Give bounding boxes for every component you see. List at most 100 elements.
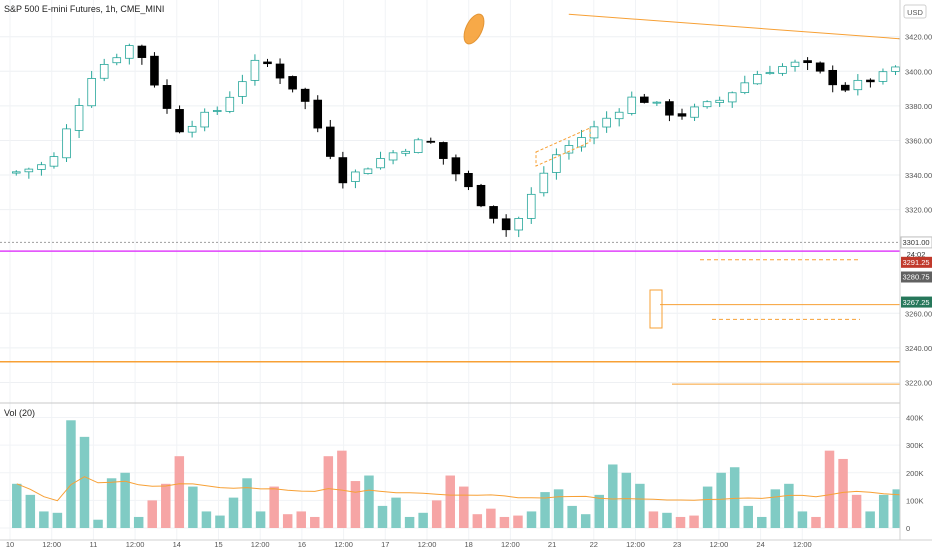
horizontal-levels[interactable] — [0, 241, 900, 385]
volume-bar — [824, 450, 835, 528]
x-tick-label: 22 — [590, 540, 598, 549]
volume-bar — [174, 456, 185, 528]
candle-body — [150, 55, 159, 86]
drawing-annotations[interactable] — [460, 11, 663, 329]
volume-bar — [838, 458, 848, 528]
trendlines[interactable] — [568, 13, 932, 330]
rising-channel[interactable] — [535, 127, 591, 167]
candle-body — [137, 45, 147, 58]
volume-bar — [513, 515, 523, 528]
candle-body — [225, 96, 235, 112]
x-tick-label: 12:00 — [626, 540, 645, 549]
x-tick-label: 12:00 — [334, 540, 353, 549]
candle-body — [803, 60, 812, 64]
volume-bar — [79, 436, 90, 528]
volume-bar — [689, 515, 699, 528]
box-annotation[interactable] — [649, 289, 663, 329]
currency-button[interactable] — [903, 4, 927, 19]
candle-body — [49, 156, 59, 167]
volume-bar — [364, 475, 374, 528]
volume-bar — [215, 515, 225, 528]
candle-body — [426, 140, 436, 143]
price-tags: 3301.00 24:02 3291.25 3280.75 3267.25 — [900, 236, 932, 308]
candle-body — [866, 79, 875, 83]
candle-body — [363, 168, 373, 174]
volume-bar — [255, 511, 266, 528]
orange-trendline[interactable] — [568, 13, 932, 135]
x-tick-label: 16 — [298, 540, 306, 549]
x-tick-label: 10 — [6, 540, 14, 549]
x-tick-label: 12:00 — [126, 540, 145, 549]
candle-body — [351, 171, 360, 182]
level-3-tag — [901, 296, 932, 308]
price-scale[interactable] — [900, 0, 932, 540]
volume-bar — [770, 489, 781, 528]
candle-body — [263, 61, 272, 65]
level-2-text: 3280.75 — [902, 273, 929, 282]
candle-body — [853, 79, 863, 91]
volume-bar — [743, 505, 753, 528]
volume-series — [12, 420, 930, 528]
volume-bar — [472, 514, 483, 528]
volume-bar — [391, 497, 401, 528]
y-tick-label: 3420.00 — [905, 33, 932, 42]
volume-bar — [228, 497, 239, 528]
volume-bar — [93, 519, 103, 528]
highlight-ellipse[interactable] — [460, 11, 488, 47]
y-axis-ticks: 3420.00 3400.00 3380.00 3360.00 3340.00 3320.… — [905, 33, 932, 388]
candle-body — [300, 88, 310, 102]
candle-body — [602, 117, 611, 128]
volume-bar — [296, 511, 306, 528]
candle-body — [552, 154, 561, 173]
candle-body — [74, 105, 84, 131]
volume-bar — [431, 500, 442, 528]
volume-tick-label: 100K — [906, 496, 924, 505]
candle-body — [388, 152, 398, 161]
volume-bar — [25, 494, 36, 528]
candle-body — [765, 72, 775, 75]
magenta-level-text: 3291.25 — [902, 258, 929, 267]
volume-tick-label: 400K — [906, 414, 924, 423]
candle-body — [413, 139, 423, 153]
volume-bar — [784, 483, 794, 528]
volume-bar — [675, 516, 686, 528]
x-tick-label: 14 — [173, 540, 181, 549]
candle-body — [439, 142, 448, 159]
magenta-level-tag — [901, 256, 932, 268]
x-axis-ticks[interactable]: 10 12:00 11 12:00 14 15 12:00 16 12:00 17 12:00 18 1… — [6, 540, 812, 549]
y-tick-label: 3380.00 — [905, 102, 932, 111]
volume-bar — [716, 472, 726, 528]
candle-body — [577, 137, 586, 148]
candle-body — [589, 126, 599, 139]
volume-bar — [161, 483, 171, 528]
volume-bar — [567, 505, 577, 528]
volume-tick-label: 300K — [906, 441, 924, 450]
level-2-tag — [901, 271, 932, 283]
volume-bar — [459, 486, 469, 528]
x-tick-label: 11 — [90, 540, 98, 549]
volume-bar — [865, 511, 875, 528]
candle-body — [815, 62, 825, 72]
countdown-tag — [901, 248, 932, 260]
candle-body — [640, 96, 649, 103]
candle-body — [891, 66, 900, 72]
volume-bar — [797, 511, 808, 528]
volume-bar — [445, 475, 455, 528]
candle-body — [401, 150, 410, 154]
volume-bar — [404, 516, 415, 528]
candle-body — [677, 113, 687, 117]
volume-bar — [648, 511, 659, 528]
candle-body — [275, 63, 285, 79]
candle-body — [112, 57, 122, 64]
volume-bar — [310, 516, 320, 528]
candle-body — [878, 71, 888, 82]
candle-body — [828, 69, 838, 86]
candle-body — [99, 63, 109, 79]
candle-body — [288, 76, 297, 90]
volume-bar — [811, 516, 821, 528]
candle-body — [564, 145, 574, 154]
candle-body — [489, 206, 498, 219]
volume-axis-ticks: 400K 300K 200K 100K 0 — [906, 414, 924, 533]
x-tick-label: 15 — [214, 540, 222, 549]
